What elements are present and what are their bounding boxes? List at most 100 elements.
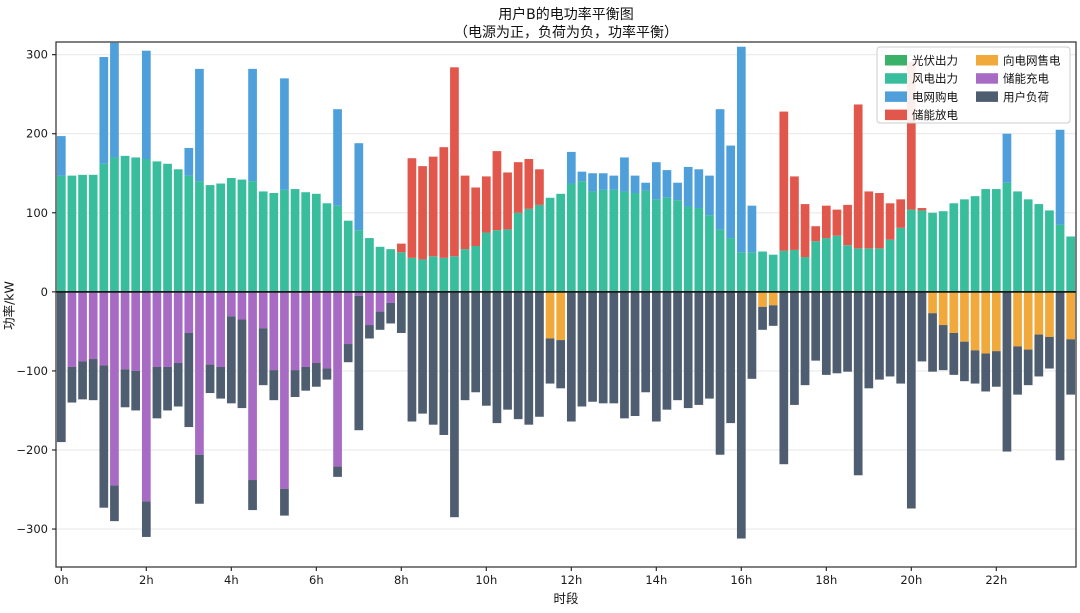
bar-segment-discharge xyxy=(503,172,512,230)
bar-segment-load xyxy=(258,328,268,386)
bar-segment-load xyxy=(375,311,385,330)
bar-segment-wind xyxy=(535,204,544,292)
bar-segment-wind xyxy=(269,193,279,292)
chart-title-line2: （电源为正，负荷为负，功率平衡） xyxy=(454,25,678,42)
bar-segment-wind xyxy=(1013,191,1022,292)
bar-segment-discharge xyxy=(811,226,821,242)
bar-segment-discharge xyxy=(864,191,874,249)
bar-segment-wind xyxy=(184,175,194,292)
bar-segment-charge xyxy=(237,291,247,320)
bar-segment-wind xyxy=(237,179,247,292)
bar-segment-wind xyxy=(641,190,651,292)
bar-segment-load xyxy=(216,366,226,399)
legend-label-grid_buy: 电网购电 xyxy=(912,90,958,104)
bar-segment-load xyxy=(131,370,141,411)
bar-segment-wind xyxy=(88,174,98,292)
bar-segment-grid_buy xyxy=(641,182,651,191)
bar-segment-grid_buy xyxy=(609,175,619,190)
bar-segment-load xyxy=(981,353,991,392)
bar-segment-wind xyxy=(747,252,757,292)
bar-segment-sell xyxy=(991,291,1001,352)
bar-segment-discharge xyxy=(853,104,863,249)
bar-segment-wind xyxy=(428,256,438,292)
bar-segment-load xyxy=(407,291,417,422)
bar-segment-load xyxy=(853,291,863,476)
bar-segment-charge xyxy=(386,291,396,303)
bar-segment-charge xyxy=(78,291,87,362)
bar-segment-load xyxy=(152,366,162,419)
bar-segment-load xyxy=(1034,334,1044,377)
bar-segment-wind xyxy=(396,252,406,292)
bar-segment-wind xyxy=(216,183,226,292)
bar-segment-sell xyxy=(928,291,937,314)
bar-segment-wind xyxy=(471,245,481,292)
bar-segment-load xyxy=(343,344,353,363)
bar-segment-wind xyxy=(832,235,842,292)
bar-segment-grid_buy xyxy=(673,182,682,201)
bar-segment-load xyxy=(1002,291,1012,452)
bar-segment-wind xyxy=(620,191,629,292)
legend-swatch-sell-icon xyxy=(976,55,998,66)
bar-segment-load xyxy=(620,291,629,419)
bar-segment-wind xyxy=(790,249,799,292)
x-axis-label: 时段 xyxy=(553,591,579,606)
bar-segment-load xyxy=(492,291,502,424)
y-tick-label: −200 xyxy=(16,443,48,457)
bar-segment-wind xyxy=(928,212,937,292)
bar-segment-charge xyxy=(120,291,130,370)
bar-segment-sell xyxy=(1034,291,1044,335)
bar-segment-discharge xyxy=(396,243,406,253)
bar-segment-load xyxy=(896,291,906,384)
bar-segment-load xyxy=(226,316,236,404)
bar-segment-wind xyxy=(938,211,948,292)
legend-label-charge: 储能充电 xyxy=(1003,72,1049,86)
x-tick-label: 6h xyxy=(309,573,324,587)
bar-segment-load xyxy=(556,340,566,389)
bar-segment-load xyxy=(1045,336,1054,369)
bar-segment-wind xyxy=(853,248,863,292)
bar-segment-grid_buy xyxy=(683,166,693,207)
bar-segment-wind xyxy=(694,208,704,292)
bar-segment-load xyxy=(524,291,534,425)
bar-segment-grid_buy xyxy=(715,109,725,230)
bar-segment-load xyxy=(577,291,587,407)
bar-segment-load xyxy=(545,338,555,384)
bar-segment-discharge xyxy=(790,176,799,250)
bar-segment-wind xyxy=(1055,224,1065,292)
bar-segment-charge xyxy=(226,291,236,317)
bar-segment-load xyxy=(354,295,364,431)
x-tick-label: 4h xyxy=(224,573,239,587)
bar-segment-grid_buy xyxy=(694,169,704,209)
bar-segment-grid_buy xyxy=(598,173,608,190)
bar-segment-wind xyxy=(460,249,470,292)
bar-segment-charge xyxy=(195,291,204,455)
bar-segment-wind xyxy=(322,203,332,292)
bar-segment-wind xyxy=(99,163,109,292)
bar-segment-discharge xyxy=(779,111,789,251)
bar-segment-charge xyxy=(269,291,279,371)
bar-segment-load xyxy=(906,291,916,509)
bar-segment-wind xyxy=(354,230,364,292)
bar-segment-load xyxy=(535,291,544,417)
bar-segment-load xyxy=(67,366,77,403)
bar-segment-wind xyxy=(503,229,512,292)
legend-swatch-discharge-icon xyxy=(885,109,907,121)
bar-segment-wind xyxy=(875,248,884,292)
bar-segment-wind xyxy=(258,191,268,292)
legend-label-discharge: 储能放电 xyxy=(912,108,958,122)
bar-segment-wind xyxy=(566,183,576,292)
bar-segment-load xyxy=(248,480,257,511)
bar-segment-wind xyxy=(248,181,257,292)
bar-segment-load xyxy=(88,359,98,401)
bar-segment-charge xyxy=(163,291,172,367)
legend-label-pv: 光伏出力 xyxy=(912,54,958,68)
bar-segment-sell xyxy=(949,291,959,333)
bar-segment-load xyxy=(99,365,109,508)
bar-segment-wind xyxy=(524,208,534,292)
bar-segment-discharge xyxy=(896,199,906,228)
bar-segment-load xyxy=(269,370,279,401)
bar-segment-charge xyxy=(354,291,364,296)
bar-segment-charge xyxy=(322,291,332,369)
bar-segment-wind xyxy=(1034,204,1044,292)
bar-segment-grid_buy xyxy=(630,175,640,194)
